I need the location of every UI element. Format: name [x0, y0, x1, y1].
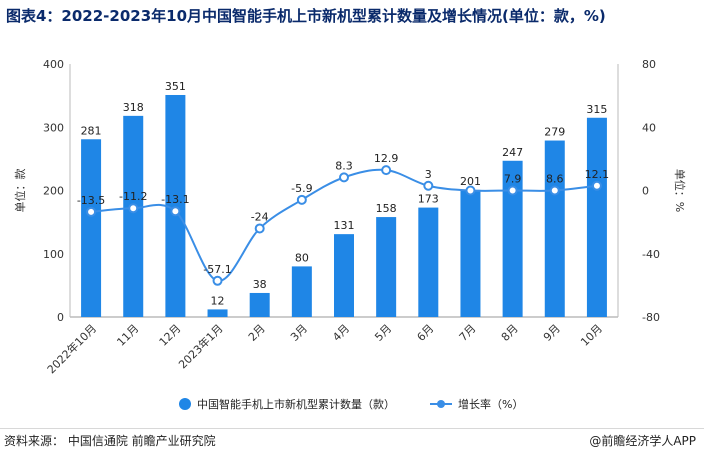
x-tick-label: 7月: [457, 322, 479, 344]
bar: [81, 139, 102, 317]
line-value-label: 7.9: [504, 173, 522, 186]
line-point: [591, 180, 602, 191]
x-tick-label: 4月: [330, 322, 352, 344]
line-value-label: 12.9: [374, 152, 399, 165]
bar: [544, 140, 565, 317]
bar-value-label: 173: [418, 193, 439, 206]
chart-title: 图表4：2022-2023年10月中国智能手机上市新机型累计数量及增长情况(单位…: [6, 7, 606, 25]
line-point: [128, 203, 139, 214]
bar-value-label: 315: [586, 103, 607, 116]
line-value-label: 12.1: [585, 168, 610, 181]
line-value-label: -5.9: [291, 182, 312, 195]
right-tick-label: -40: [642, 248, 660, 261]
bar: [123, 115, 144, 318]
legend-bar-label: 中国智能手机上市新机型累计数量（款）: [197, 397, 395, 411]
left-tick-label: 200: [43, 185, 64, 198]
line-point: [296, 194, 307, 205]
right-tick-label: 40: [642, 121, 656, 134]
bar-value-label: 247: [502, 146, 523, 159]
footer-divider: [0, 428, 704, 429]
bar: [418, 207, 439, 317]
bar-value-label: 38: [253, 278, 267, 291]
bar-value-label: 279: [544, 126, 565, 139]
source-note: 资料来源： 中国信通院 前瞻产业研究院: [4, 434, 216, 448]
x-tick-label: 12月: [157, 322, 184, 349]
x-tick-label: 9月: [541, 322, 563, 344]
line-point: [507, 185, 518, 196]
line-value-label: -13.1: [161, 193, 189, 206]
left-tick-label: 100: [43, 248, 64, 261]
line-value-label: 3: [425, 168, 432, 181]
right-axis-title: 单位：%: [673, 169, 687, 212]
bar: [207, 309, 228, 317]
bar-value-label: 80: [295, 251, 309, 264]
line-value-label: 8.3: [335, 159, 353, 172]
bar-value-label: 131: [334, 219, 355, 232]
bar-value-label: 351: [165, 80, 186, 93]
bar: [249, 292, 270, 317]
x-tick-label: 2023年1月: [175, 321, 225, 371]
x-tick-label: 10月: [578, 322, 605, 349]
right-tick-label: 0: [642, 185, 649, 198]
line-point: [381, 165, 392, 176]
line-point: [339, 172, 349, 183]
line-point: [86, 206, 97, 217]
bar: [291, 266, 312, 317]
x-tick-label: 6月: [415, 322, 437, 344]
legend-line-label: 增长率（%）: [458, 397, 523, 411]
right-tick-label: 80: [642, 58, 656, 71]
bar-value-label: 318: [123, 101, 144, 114]
x-tick-label: 2022年10月: [44, 321, 99, 376]
line-value-label: -57.1: [203, 263, 231, 276]
bar-value-label: 12: [211, 294, 225, 307]
left-axis-title: 单位：款: [13, 169, 27, 213]
bar: [376, 217, 397, 317]
left-tick-label: 0: [57, 311, 64, 324]
bar-value-label: 281: [81, 124, 102, 137]
line-point: [423, 180, 434, 191]
bar: [334, 234, 354, 317]
line-point: [465, 185, 476, 196]
line-point: [170, 206, 181, 217]
legend-bar-swatch: [179, 398, 191, 410]
brand-credit: @前瞻经济学人APP: [589, 434, 696, 448]
legend-line-marker: [437, 400, 445, 408]
bar-value-label: 201: [460, 175, 481, 188]
line-value-label: -24: [251, 210, 269, 223]
right-tick-label: -80: [642, 311, 660, 324]
x-tick-label: 3月: [288, 322, 310, 344]
line-value-label: -13.5: [77, 194, 105, 207]
line-point: [254, 223, 265, 234]
line-point: [549, 185, 560, 196]
bar: [165, 94, 186, 318]
line-value-label: -11.2: [119, 190, 147, 203]
x-tick-label: 2月: [246, 322, 268, 344]
bar: [460, 189, 481, 317]
line-value-label: 8.6: [546, 173, 564, 186]
bar: [502, 160, 523, 317]
x-tick-label: 5月: [372, 322, 394, 344]
bar: [586, 117, 607, 317]
left-tick-label: 400: [43, 58, 64, 71]
left-tick-label: 300: [43, 121, 64, 134]
x-tick-label: 8月: [499, 322, 521, 344]
line-point: [212, 275, 223, 286]
x-tick-label: 11月: [114, 322, 141, 349]
bar-value-label: 158: [376, 202, 397, 215]
